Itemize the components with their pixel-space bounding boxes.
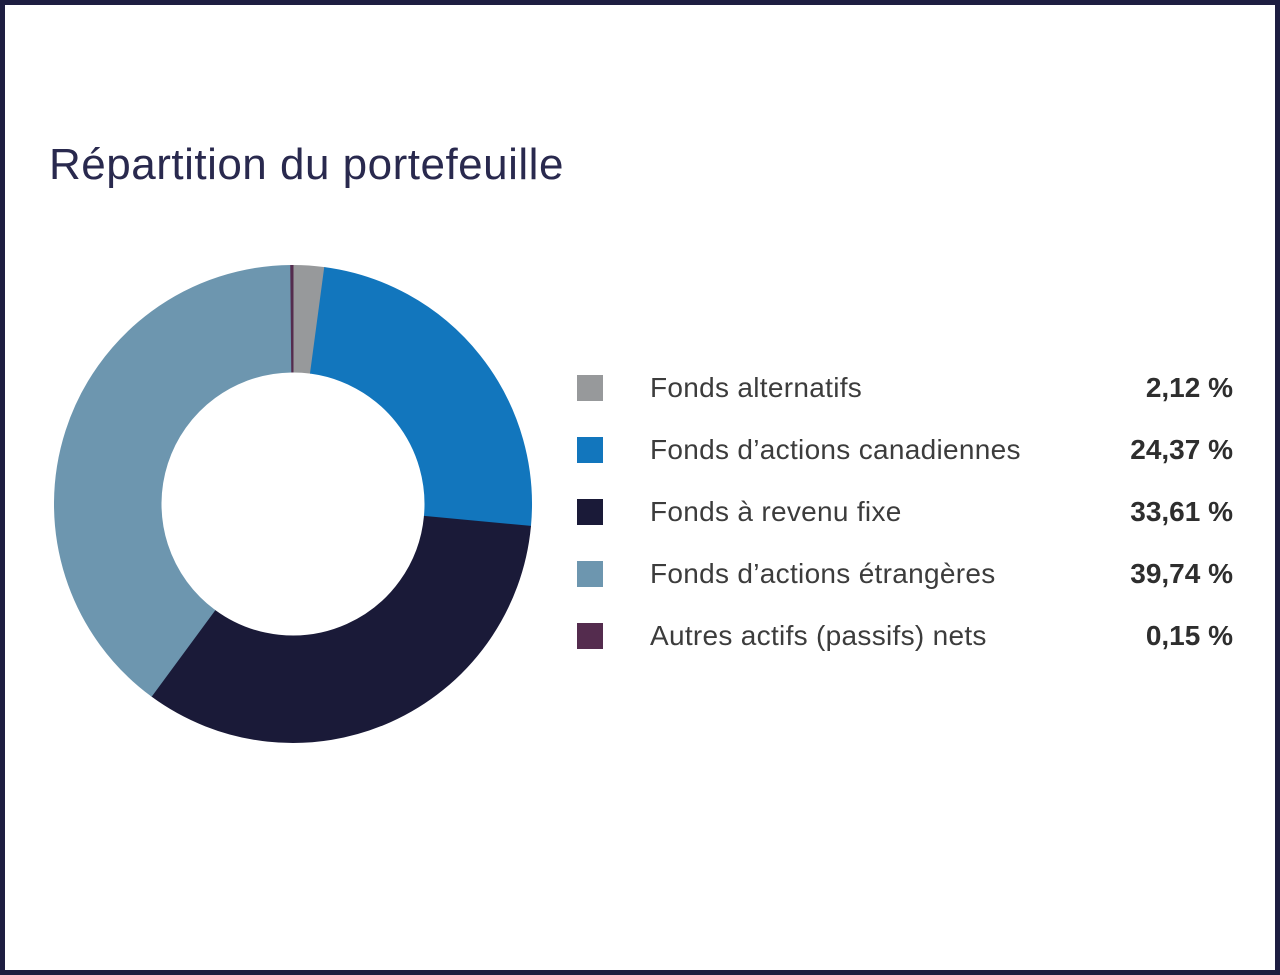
legend-item: Autres actifs (passifs) nets 0,15 % xyxy=(577,605,1233,667)
donut-chart xyxy=(53,264,533,744)
donut-segment xyxy=(290,264,294,373)
legend-swatch-icon xyxy=(577,375,603,401)
legend-swatch-icon xyxy=(577,561,603,587)
page-title: Répartition du portefeuille xyxy=(49,140,564,190)
legend-label: Fonds d’actions étrangères xyxy=(650,558,996,589)
legend-item: Fonds d’actions canadiennes 24,37 % xyxy=(577,419,1233,481)
legend-label: Autres actifs (passifs) nets xyxy=(650,620,987,651)
legend-label: Fonds alternatifs xyxy=(650,372,863,403)
legend-value: 2,12 % xyxy=(1145,372,1233,403)
chart-legend: Fonds alternatifs 2,12 % Fonds d’actions… xyxy=(577,357,1233,667)
legend-item: Fonds d’actions étrangères 39,74 % xyxy=(577,543,1233,605)
donut-segment xyxy=(309,267,532,527)
legend-value: 39,74 % xyxy=(1130,558,1233,589)
legend-swatch-icon xyxy=(577,499,603,525)
legend-value: 0,15 % xyxy=(1145,620,1233,651)
legend-swatch-icon xyxy=(577,437,603,463)
legend-label: Fonds d’actions canadiennes xyxy=(650,434,1021,465)
legend-item: Fonds alternatifs 2,12 % xyxy=(577,357,1233,419)
donut-chart-svg xyxy=(54,264,532,743)
legend-swatch-icon xyxy=(577,623,603,649)
donut-segment xyxy=(150,515,531,743)
legend-label: Fonds à revenu fixe xyxy=(650,496,902,527)
legend-value: 24,37 % xyxy=(1130,434,1233,465)
legend-item: Fonds à revenu fixe 33,61 % xyxy=(577,481,1233,543)
legend-value: 33,61 % xyxy=(1130,496,1233,527)
donut-segment xyxy=(54,265,293,697)
